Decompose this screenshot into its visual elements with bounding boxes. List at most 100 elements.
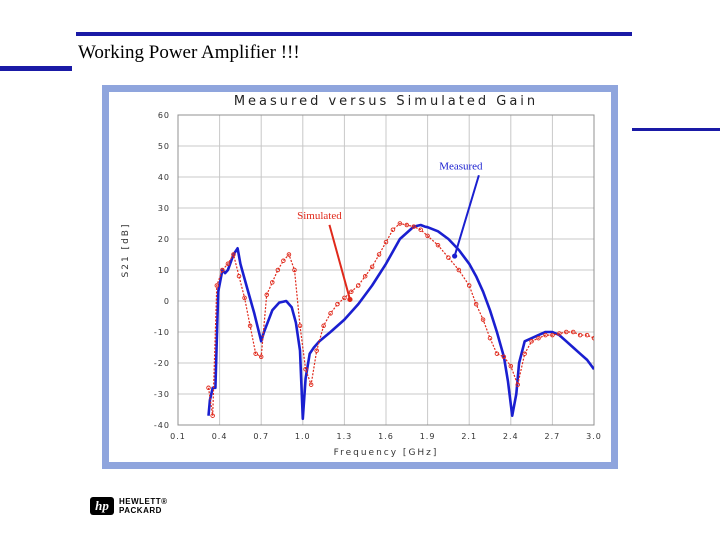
series-simulated-point xyxy=(292,267,297,273)
series-simulated-point xyxy=(543,332,548,338)
series-simulated-point xyxy=(473,301,479,307)
hp-logo-text: HEWLETT® PACKARD xyxy=(119,497,168,515)
y-tick-label-8: 40 xyxy=(158,173,170,182)
series-simulated-line xyxy=(207,222,594,416)
series-simulated-point xyxy=(501,354,507,360)
chart-frame: Measured versus Simulated Gain 0.1 0.4 0.7 1… xyxy=(102,85,618,469)
series-simulated-point xyxy=(342,295,347,301)
series-simulated-point xyxy=(231,252,236,257)
y-tick-label-5: 10 xyxy=(158,266,170,275)
series-simulated-point xyxy=(480,317,486,322)
x-tick-label-3: 1.0 xyxy=(295,432,311,441)
series-simulated-point xyxy=(335,301,340,307)
series-simulated-point xyxy=(210,413,215,418)
annotation-measured-label: Measured xyxy=(439,160,483,172)
series-simulated xyxy=(206,221,594,418)
rule-right xyxy=(632,128,720,131)
x-tick-label-9: 2.7 xyxy=(545,432,561,441)
title-rule-top xyxy=(76,32,632,36)
series-simulated-point xyxy=(584,332,590,338)
series-measured-line xyxy=(207,223,594,421)
series-simulated-point xyxy=(214,283,220,288)
series-measured xyxy=(207,223,594,421)
series-simulated-point xyxy=(362,273,368,279)
slide-title: Working Power Amplifier !!! xyxy=(78,42,300,63)
series-simulated-point xyxy=(308,382,314,387)
x-tick-label-1: 0.4 xyxy=(212,432,228,441)
series-simulated-point xyxy=(425,233,430,239)
series-simulated-point xyxy=(383,239,389,245)
series-simulated-point xyxy=(390,227,396,232)
series-simulated-point xyxy=(236,273,242,279)
gain-chart: Measured versus Simulated Gain 0.1 0.4 0.7 1… xyxy=(109,92,611,462)
series-simulated-point xyxy=(247,323,253,329)
series-simulated-point xyxy=(522,351,527,356)
series-simulated-point xyxy=(487,335,493,341)
y-tick-label-0: -40 xyxy=(154,421,170,430)
series-simulated-point xyxy=(397,221,403,226)
y-tick-label-2: -20 xyxy=(154,359,170,368)
hp-logo-line1: HEWLETT® xyxy=(119,497,168,506)
series-simulated-point xyxy=(225,261,231,267)
hp-logo-mark: hp xyxy=(90,497,114,515)
series-simulated-point xyxy=(591,335,594,341)
series-simulated-point xyxy=(570,329,576,335)
x-tick-label-0: 0.1 xyxy=(170,432,186,441)
series-simulated-point xyxy=(494,351,500,356)
series-simulated-point xyxy=(220,267,225,273)
x-tick-label-7: 2.1 xyxy=(461,432,477,441)
series-simulated-point xyxy=(557,331,562,336)
x-tick-label-8: 2.4 xyxy=(503,432,519,441)
x-tick-label-4: 1.3 xyxy=(337,432,353,441)
series-simulated-point xyxy=(321,323,326,329)
y-tick-label-7: 30 xyxy=(158,204,170,213)
annotation-simulated-arrow xyxy=(328,224,351,300)
annotation-measured-arrowhead xyxy=(452,253,458,259)
series-simulated-point xyxy=(446,255,451,260)
series-simulated-point xyxy=(435,242,441,248)
annotation-simulated-label: Simulated xyxy=(297,210,342,222)
series-simulated-point xyxy=(376,252,382,257)
annotation-measured-arrow xyxy=(453,174,480,257)
x-tick-label-6: 1.9 xyxy=(420,432,436,441)
series-simulated-point xyxy=(297,323,303,329)
series-simulated-point xyxy=(258,354,264,360)
hp-logo-line2: PACKARD xyxy=(119,506,162,515)
series-simulated-point xyxy=(550,332,555,338)
y-tick-label-6: 20 xyxy=(158,235,170,244)
series-simulated-point xyxy=(206,385,211,391)
series-simulated-point xyxy=(303,366,308,372)
series-simulated-point xyxy=(314,348,319,353)
annotation-simulated-arrowhead xyxy=(347,296,353,303)
rule-left xyxy=(0,66,72,71)
x-tick-label-10: 3.0 xyxy=(586,432,602,441)
series-simulated-point xyxy=(564,329,569,335)
series-simulated-point xyxy=(275,267,281,273)
hp-logo: hp HEWLETT® PACKARD xyxy=(90,495,168,517)
plot-border xyxy=(177,114,595,426)
series-simulated-point xyxy=(281,258,286,263)
y-tick-label-4: 0 xyxy=(164,297,170,306)
series-simulated-point xyxy=(515,382,520,387)
x-tick-label-5: 1.6 xyxy=(378,432,394,441)
series-simulated-point xyxy=(404,222,410,228)
series-simulated-point xyxy=(508,363,514,369)
series-simulated-point xyxy=(286,252,292,257)
y-tick-label-3: -10 xyxy=(154,328,170,337)
y-tick-label-1: -30 xyxy=(154,390,170,399)
series-simulated-point xyxy=(456,267,462,273)
series-simulated-point xyxy=(356,283,361,288)
series-simulated-point xyxy=(242,295,247,301)
y-tick-label-9: 50 xyxy=(158,142,170,151)
series-simulated-point xyxy=(418,227,423,232)
y-tick-label-10: 60 xyxy=(158,111,170,120)
series-simulated-point xyxy=(369,264,375,270)
chart-panel xyxy=(109,92,611,462)
series-simulated-point xyxy=(529,339,534,344)
x-tick-label-2: 0.7 xyxy=(253,432,269,441)
series-simulated-point xyxy=(270,280,275,285)
series-simulated-point xyxy=(466,283,472,288)
series-simulated-point xyxy=(253,351,258,356)
series-simulated-point xyxy=(349,289,354,294)
chart-title: Measured versus Simulated Gain xyxy=(234,94,538,109)
